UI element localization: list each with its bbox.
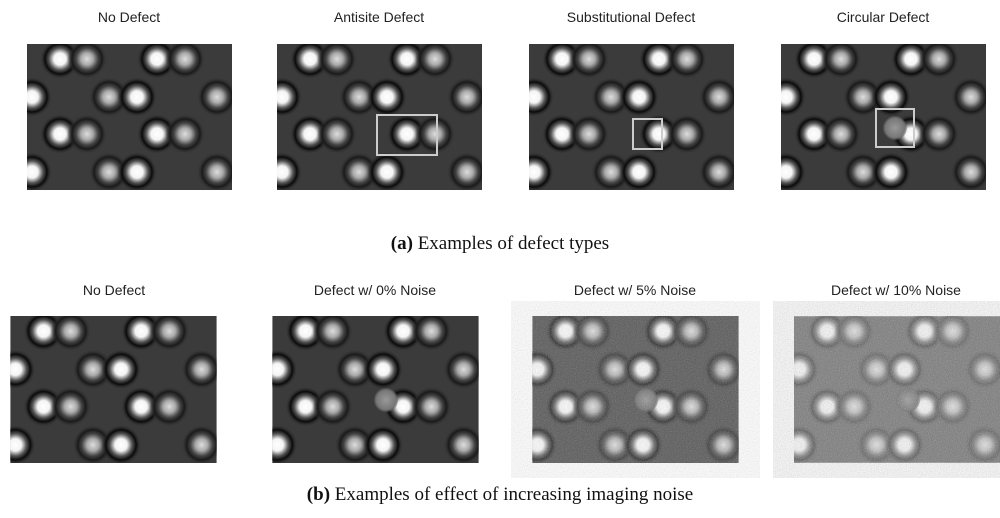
- caption-label: (b): [307, 484, 330, 505]
- image-title: Defect w/ 0% Noise: [314, 282, 436, 298]
- caption-label: (a): [391, 233, 413, 254]
- image: [514, 39, 739, 192]
- figure: No Defect Antisite Defect Substitutional…: [0, 0, 1000, 518]
- image-title: Defect w/ 10% Noise: [831, 282, 961, 298]
- image-title: No Defect: [98, 9, 160, 25]
- image: [0, 311, 222, 465]
- image: [262, 39, 487, 192]
- image-title: No Defect: [83, 282, 145, 298]
- caption-text: Examples of effect of increasing imaging…: [335, 484, 693, 505]
- image-title: Substitutional Defect: [567, 9, 696, 25]
- caption: (a) Examples of defect types: [391, 233, 609, 254]
- image-title: Defect w/ 5% Noise: [574, 282, 696, 298]
- image: [517, 311, 744, 465]
- image-title: Circular Defect: [837, 9, 930, 25]
- caption-text: Examples of defect types: [418, 233, 610, 254]
- image: [257, 311, 484, 465]
- image: [766, 39, 991, 192]
- image-title: Antisite Defect: [334, 9, 424, 25]
- image: [779, 311, 1000, 465]
- caption: (b) Examples of effect of increasing ima…: [307, 484, 693, 505]
- image: [12, 39, 237, 192]
